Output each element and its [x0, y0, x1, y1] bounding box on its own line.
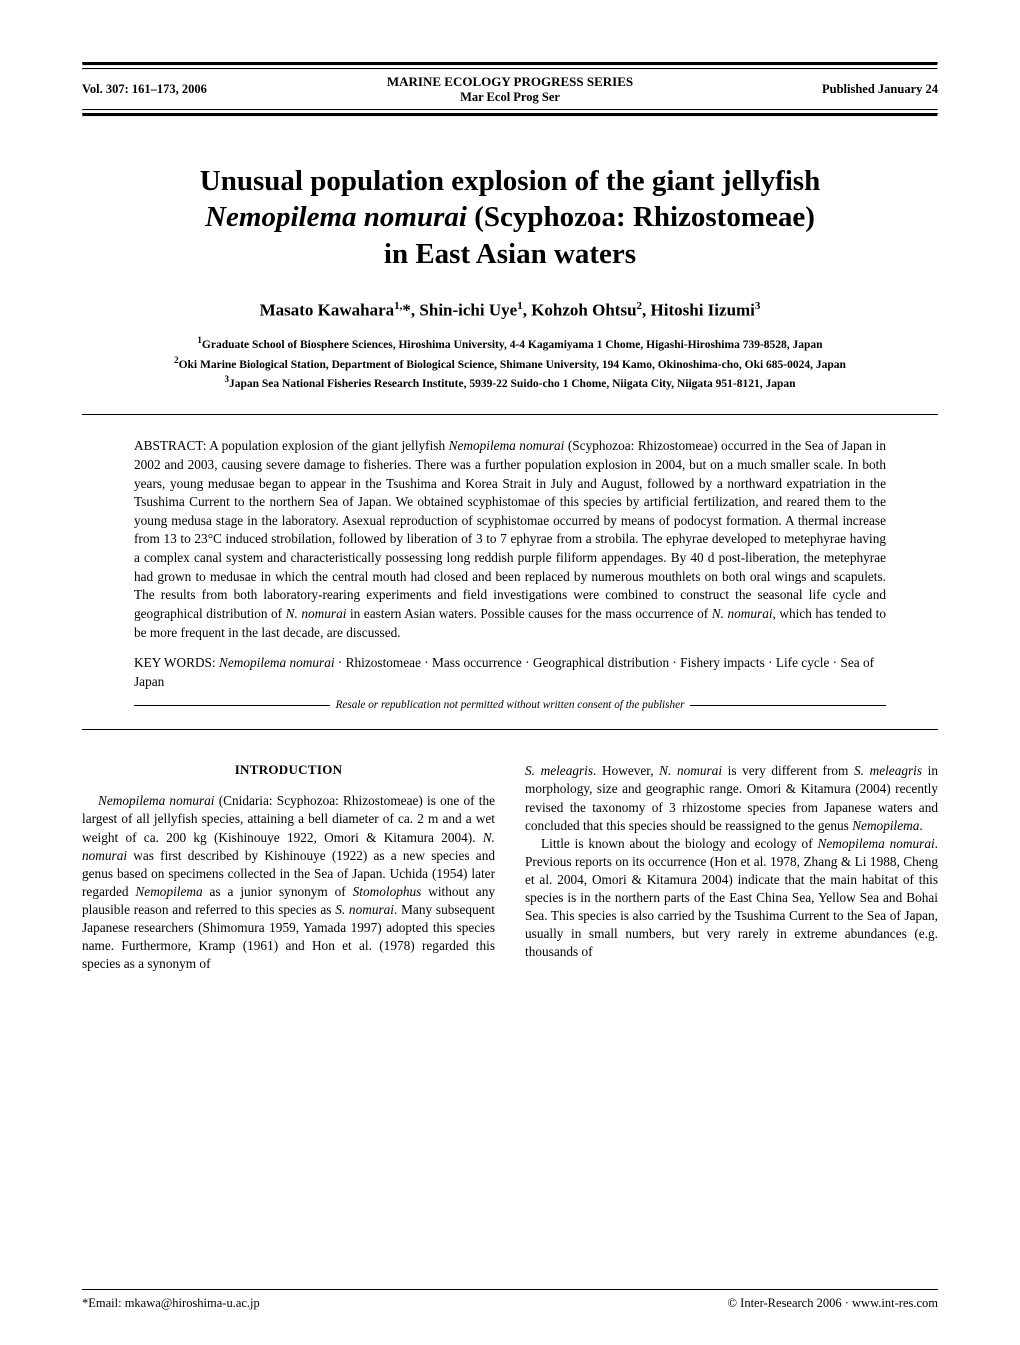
affiliation-1-text: Graduate School of Biosphere Sciences, H… — [202, 339, 823, 351]
header-journal: MARINE ECOLOGY PROGRESS SERIES Mar Ecol … — [334, 74, 686, 105]
abstract-species-2: N. nomurai — [286, 606, 347, 621]
right-column: S. meleagris. However, N. nomurai is ver… — [525, 762, 938, 973]
left-italic-1: Nemopilema nomurai — [98, 793, 214, 808]
right-italic-4: Nemopilema — [852, 818, 919, 833]
abstract-label: ABSTRACT: — [134, 438, 206, 453]
affiliation-3-text: Japan Sea National Fisheries Research In… — [229, 378, 796, 390]
affiliation-2: 2Oki Marine Biological Station, Departme… — [82, 354, 938, 373]
resale-text: Resale or republication not permitted wi… — [330, 699, 691, 711]
authors: Masato Kawahara1,*, Shin-ichi Uye1, Kohz… — [82, 300, 938, 321]
right-t2: is very different from — [722, 763, 854, 778]
author-3: Kohzoh Ohtsu — [531, 300, 636, 319]
right-p2-italic-1: Nemopilema nomurai — [818, 836, 935, 851]
abstract-block: ABSTRACT: A population explosion of the … — [82, 414, 938, 730]
intro-para-right-2: Little is known about the biology and ec… — [525, 835, 938, 962]
title-line-2: Nemopilema nomurai (Scyphozoa: Rhizostom… — [82, 199, 938, 235]
right-p2-t1: Little is known about the biology and ec… — [541, 836, 818, 851]
keywords: KEY WORDS: Nemopilema nomurai · Rhizosto… — [134, 654, 886, 691]
header-bottom-thin — [82, 109, 938, 111]
introduction-heading: INTRODUCTION — [82, 762, 495, 778]
author-2-sup: 1 — [517, 300, 523, 312]
abstract-t3: in eastern Asian waters. Possible causes… — [346, 606, 711, 621]
left-italic-3: Nemopilema — [135, 884, 202, 899]
abstract: ABSTRACT: A population explosion of the … — [134, 437, 886, 642]
title-line-1: Unusual population explosion of the gian… — [82, 163, 938, 199]
right-italic-2: N. nomurai — [659, 763, 722, 778]
author-2: Shin-ichi Uye — [419, 300, 517, 319]
affiliations: 1Graduate School of Biosphere Sciences, … — [82, 334, 938, 392]
author-3-sup: 2 — [637, 300, 643, 312]
header-volume: Vol. 307: 161–173, 2006 — [82, 82, 334, 97]
resale-notice: Resale or republication not permitted wi… — [134, 699, 886, 711]
left-italic-5: S. nomurai — [335, 902, 394, 917]
right-italic-3: S. meleagris — [854, 763, 922, 778]
keywords-label: KEY WORDS: — [134, 655, 216, 670]
abstract-species-1: Nemopilema nomurai — [449, 438, 565, 453]
author-1-star: * — [402, 300, 411, 319]
author-4-sup: 3 — [755, 300, 761, 312]
body-columns: INTRODUCTION Nemopilema nomurai (Cnidari… — [82, 762, 938, 973]
affiliation-1: 1Graduate School of Biosphere Sciences, … — [82, 334, 938, 353]
resale-rule-right — [690, 705, 886, 706]
top-rule-thick — [82, 62, 938, 66]
affiliation-3: 3Japan Sea National Fisheries Research I… — [82, 373, 938, 392]
corresponding-email: *Email: mkawa@hiroshima-u.ac.jp — [82, 1296, 260, 1311]
intro-para-left: Nemopilema nomurai (Cnidaria: Scyphozoa:… — [82, 792, 495, 973]
affiliation-2-text: Oki Marine Biological Station, Departmen… — [179, 359, 846, 371]
keywords-species: Nemopilema nomurai — [216, 655, 335, 670]
abstract-t1: A population explosion of the giant jell… — [206, 438, 448, 453]
page-footer: *Email: mkawa@hiroshima-u.ac.jp © Inter-… — [82, 1289, 938, 1311]
running-header: Vol. 307: 161–173, 2006 MARINE ECOLOGY P… — [82, 70, 938, 109]
header-journal-full: MARINE ECOLOGY PROGRESS SERIES — [387, 74, 633, 89]
right-t4: . — [919, 818, 922, 833]
abstract-t2: (Scyphozoa: Rhizostomeae) occurred in th… — [134, 438, 886, 620]
left-column: INTRODUCTION Nemopilema nomurai (Cnidari… — [82, 762, 495, 973]
title-species: Nemopilema nomurai — [205, 201, 467, 233]
title-line-3: in East Asian waters — [82, 236, 938, 272]
header-journal-abbrev: Mar Ecol Prog Ser — [334, 90, 686, 105]
title-line-2-post: (Scyphozoa: Rhizostomeae) — [467, 201, 815, 233]
resale-rule-left — [134, 705, 330, 706]
copyright: © Inter-Research 2006 · www.int-res.com — [728, 1296, 938, 1311]
header-pubdate: Published January 24 — [686, 82, 938, 97]
header-bottom-thick — [82, 113, 938, 117]
abstract-species-3: N. nomurai — [712, 606, 773, 621]
left-italic-4: Stomolophus — [353, 884, 422, 899]
right-italic-1: S. meleagris — [525, 763, 593, 778]
author-1: Masato Kawahara — [260, 300, 395, 319]
right-t1: . However, — [593, 763, 659, 778]
article-title: Unusual population explosion of the gian… — [82, 163, 938, 272]
page: Vol. 307: 161–173, 2006 MARINE ECOLOGY P… — [0, 0, 1020, 1013]
left-t3: as a junior synonym of — [203, 884, 353, 899]
intro-para-right-1: S. meleagris. However, N. nomurai is ver… — [525, 762, 938, 834]
right-p2-t2: . Previous reports on its occurrence (Ho… — [525, 836, 938, 959]
author-4: Hitoshi Iizumi — [651, 300, 755, 319]
